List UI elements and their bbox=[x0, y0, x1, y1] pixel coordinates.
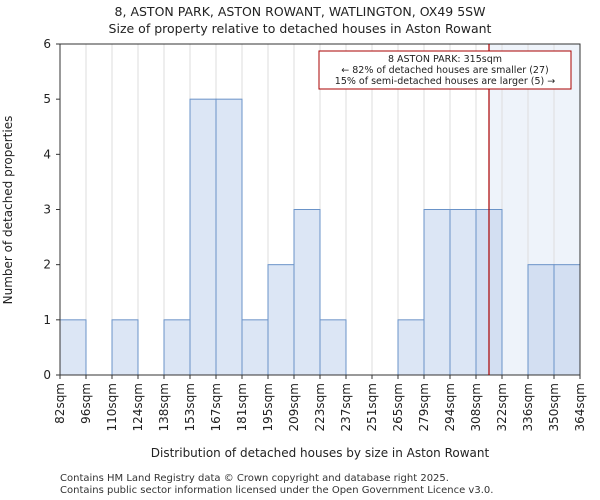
x-tick-label: 195sqm bbox=[261, 383, 275, 431]
x-tick-label: 181sqm bbox=[235, 383, 249, 431]
chart-subtitle: Size of property relative to detached ho… bbox=[108, 21, 492, 36]
x-tick-label: 251sqm bbox=[365, 383, 379, 431]
x-tick-label: 322sqm bbox=[495, 383, 509, 431]
histogram-bar bbox=[189, 98, 217, 376]
histogram-bar bbox=[423, 209, 451, 376]
x-axis-label: Distribution of detached houses by size … bbox=[151, 446, 490, 460]
x-tick-label: 209sqm bbox=[287, 383, 301, 431]
x-tick-label: 96sqm bbox=[79, 383, 93, 424]
histogram-bar bbox=[527, 264, 555, 376]
histogram-bar bbox=[111, 319, 139, 376]
histogram-bar bbox=[319, 319, 347, 376]
x-tick-label: 138sqm bbox=[157, 383, 171, 431]
annotation-line-1: 8 ASTON PARK: 315sqm bbox=[388, 54, 502, 65]
y-axis-label: Number of detached properties bbox=[1, 116, 15, 305]
histogram-bar bbox=[553, 264, 581, 376]
y-tick-label: 4 bbox=[43, 147, 51, 161]
x-tick-label: 294sqm bbox=[443, 383, 457, 431]
footer-licence: Contains public sector information licen… bbox=[60, 485, 494, 496]
x-tick-label: 336sqm bbox=[521, 383, 535, 431]
annotation-line-3: 15% of semi-detached houses are larger (… bbox=[335, 76, 555, 87]
annotation-line-2: ← 82% of detached houses are smaller (27… bbox=[341, 65, 548, 76]
y-tick-label: 5 bbox=[43, 92, 51, 106]
y-tick-label: 3 bbox=[43, 203, 51, 217]
x-tick-label: 124sqm bbox=[131, 383, 145, 431]
x-tick-label: 223sqm bbox=[313, 383, 327, 431]
histogram-bar bbox=[163, 319, 191, 376]
x-tick-label: 82sqm bbox=[53, 383, 67, 424]
x-tick-label: 153sqm bbox=[183, 383, 197, 431]
y-tick-label: 0 bbox=[43, 368, 51, 382]
y-tick-label: 2 bbox=[43, 258, 51, 272]
histogram-bar bbox=[397, 319, 425, 376]
x-tick-label: 265sqm bbox=[391, 383, 405, 431]
histogram-bar bbox=[267, 264, 295, 376]
histogram-chart: 0 1 2 3 4 5 6 82sqm 96sqm 110sqm 124sqm 138sqm 153sq… bbox=[1, 37, 587, 460]
x-tick-label: 167sqm bbox=[209, 383, 223, 431]
x-tick-label: 364sqm bbox=[573, 383, 587, 431]
histogram-bar bbox=[449, 209, 477, 376]
x-tick-label: 350sqm bbox=[547, 383, 561, 431]
x-tick-label: 237sqm bbox=[339, 383, 353, 431]
annotation-box: 8 ASTON PARK: 315sqm ← 82% of detached h… bbox=[318, 50, 572, 90]
x-tick-label: 110sqm bbox=[105, 383, 119, 431]
histogram-bar bbox=[215, 98, 243, 376]
y-tick-label: 1 bbox=[43, 313, 51, 327]
histogram-bar bbox=[241, 319, 269, 376]
footer-copyright: Contains HM Land Registry data © Crown c… bbox=[60, 473, 449, 484]
chart-title: 8, ASTON PARK, ASTON ROWANT, WATLINGTON,… bbox=[114, 4, 486, 19]
x-tick-label: 308sqm bbox=[469, 383, 483, 431]
histogram-bar bbox=[293, 209, 321, 376]
x-tick-label: 279sqm bbox=[417, 383, 431, 431]
histogram-bar bbox=[59, 319, 87, 376]
y-tick-label: 6 bbox=[43, 37, 51, 51]
